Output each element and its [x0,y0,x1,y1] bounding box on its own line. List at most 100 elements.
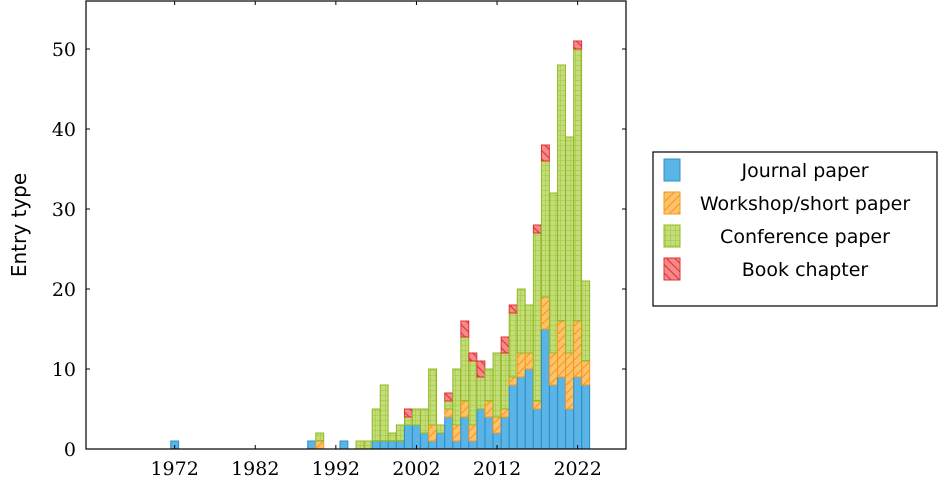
bar-workshop-2012 [492,416,502,434]
bar-book-2001 [403,408,413,418]
bar-journal-2020 [557,376,566,450]
bar-conference-2008 [460,336,470,402]
bar-book-2013 [500,336,510,354]
bar-conference-2022 [573,48,583,322]
legend-label-journal: Journal paper [740,160,868,182]
bar-conference-2021 [565,136,575,354]
bar-workshop-2021 [565,352,575,410]
bar-journal-2007 [452,440,462,450]
legend-swatch-conference [663,224,681,248]
bar-workshop-2020 [557,320,566,378]
bar-conference-1998 [379,384,389,442]
legend-swatch-workshop [663,191,681,215]
legend-label-conference: Conference paper [720,226,890,248]
bar-conference-2004 [428,368,438,426]
x-tick-label: 1992 [312,458,360,480]
bar-workshop-2009 [468,424,478,442]
bar-journal-1997 [371,440,381,450]
bar-journal-2014 [508,384,518,450]
bar-conference-2018 [540,160,550,298]
bar-journal-2003 [420,432,429,450]
bar-book-2009 [468,352,478,362]
bar-conference-2003 [420,408,429,434]
bar-conference-2010 [476,376,486,410]
bar-journal-2023 [581,384,591,450]
legend: Journal paper Workshop/short paper Confere… [652,151,938,307]
bar-journal-2009 [468,440,478,450]
bar-conference-1997 [371,408,381,442]
bar-journal-2006 [444,416,454,450]
bar-book-2014 [508,304,518,314]
y-tick-label: 50 [52,39,76,61]
x-tick-label: 1982 [231,458,279,480]
legend-box [652,151,938,307]
bar-workshop-2004 [428,424,438,442]
bar-workshop-1990 [315,440,325,450]
bar-conference-2020 [557,64,566,322]
bar-workshop-2007 [452,424,462,442]
legend-label-workshop: Workshop/short paper [700,193,910,215]
bar-book-2018 [540,144,550,162]
bar-conference-2006 [444,400,454,410]
bar-journal-2010 [476,408,486,450]
bar-conference-2023 [581,280,591,362]
bar-journal-2005 [436,432,446,450]
bar-conference-1996 [363,440,373,450]
bar-conference-2014 [508,312,518,378]
bar-journal-2017 [532,408,542,450]
bar-journal-1989 [307,440,317,450]
bar-journal-2018 [540,328,550,450]
bar-workshop-2011 [484,400,494,418]
bar-conference-2019 [549,192,558,354]
x-axis: 1972 1982 1992 2002 2012 2022 [150,1,602,480]
bar-book-2022 [573,40,583,50]
bar-journal-2022 [573,376,583,450]
bar-journal-2015 [516,376,526,450]
bar-conference-2009 [468,360,478,426]
x-tick-label: 1972 [150,458,198,480]
bar-book-2006 [444,392,454,402]
bar-workshop-2015 [516,352,526,378]
bar-conference-2015 [516,288,526,354]
bar-conference-2016 [524,304,534,354]
y-axis: 0 10 20 30 40 50 [52,39,626,461]
bar-conference-1995 [355,440,365,450]
y-tick-label: 40 [52,119,76,141]
y-tick-label: 20 [52,279,76,301]
bar-journal-2019 [549,384,558,450]
bar-workshop-2016 [524,352,534,370]
bar-journal-2013 [500,416,510,450]
bar-book-2010 [476,360,486,378]
bar-journal-2008 [460,416,470,450]
bar-conference-2013 [500,352,510,410]
bar-workshop-2019 [549,352,558,386]
y-axis-title: Entry type [7,173,31,277]
y-tick-label: 10 [52,359,76,381]
bar-journal-2000 [395,440,405,450]
bar-book-2008 [460,320,470,338]
bar-workshop-2017 [532,400,542,410]
bar-journal-2016 [524,368,534,450]
x-tick-label: 2012 [473,458,521,480]
bar-workshop-2008 [460,400,470,418]
bar-journal-1993 [339,440,349,450]
bar-workshop-2014 [508,376,518,386]
x-tick-label: 2002 [392,458,440,480]
bar-journal-2001 [403,424,413,450]
x-tick-label: 2022 [553,458,601,480]
y-tick-label: 0 [64,439,76,461]
legend-swatch-book [663,257,681,281]
bar-conference-2012 [492,352,502,418]
bar-journal-1998 [379,440,389,450]
bar-conference-2007 [452,368,462,426]
bars [170,40,591,450]
bar-conference-2000 [395,424,405,442]
legend-swatch-journal [663,158,681,182]
bar-workshop-2018 [540,296,550,330]
bar-workshop-2023 [581,360,591,386]
bar-book-2017 [532,224,542,234]
bar-conference-2011 [484,368,494,402]
bar-workshop-2022 [573,320,583,378]
bar-conference-2017 [532,232,542,402]
